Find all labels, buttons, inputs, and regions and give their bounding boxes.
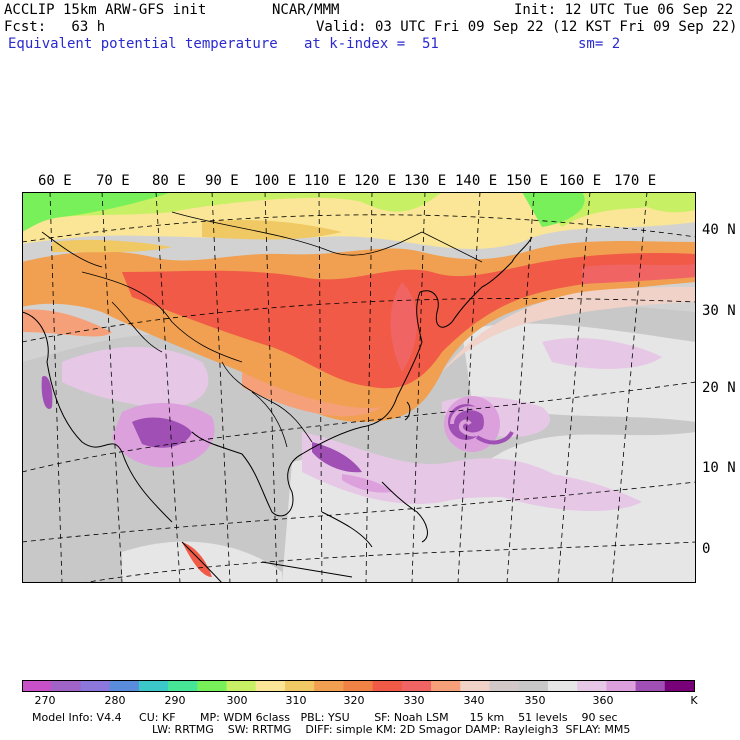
colorbar-swatch <box>547 680 578 692</box>
colorbar-label-280: 280 <box>104 694 126 707</box>
colorbar-label-300: 300 <box>226 694 248 707</box>
lon-label-70e: 70 E <box>96 173 130 189</box>
colorbar-unit: K <box>690 694 698 707</box>
colorbar-swatch <box>168 680 198 692</box>
header-forecast-hour: Fcst: 63 h <box>4 19 106 35</box>
colorbar-label-350: 350 <box>524 694 546 707</box>
typhoon-vortex <box>444 396 514 452</box>
lon-label-110e: 110 E <box>304 173 347 189</box>
lat-label-40n: 40 N <box>702 222 736 238</box>
coastlines <box>22 236 533 583</box>
colorbar-label-270: 270 <box>34 694 56 707</box>
header-model-title: ACCLIP 15km ARW-GFS init <box>4 2 207 18</box>
colorbar-swatch <box>284 680 315 692</box>
colorbar-label-290: 290 <box>164 694 186 707</box>
lat-label-0: 0 <box>702 541 711 557</box>
header-level: at k-index = 51 <box>304 36 439 52</box>
colorbar-swatch <box>197 680 228 692</box>
colorbar-swatch <box>80 680 111 692</box>
colorbar-swatch <box>22 680 52 692</box>
colorbar-swatch <box>372 680 403 692</box>
footer-physics-info: LW: RRTMG SW: RRTMG DIFF: simple KM: 2D … <box>152 723 631 736</box>
lon-label-100e: 100 E <box>254 173 297 189</box>
colorbar-swatch <box>226 680 257 692</box>
colorbar-label-340: 340 <box>463 694 485 707</box>
header-smoothing: sm= 2 <box>578 36 621 52</box>
lon-label-140e: 140 E <box>455 173 498 189</box>
colorbar-swatch <box>343 680 374 692</box>
colorbar-swatch <box>460 680 490 692</box>
colorbar-label-310: 310 <box>285 694 307 707</box>
colorbar-swatch <box>606 680 637 692</box>
colorbar-swatch <box>138 680 169 692</box>
colorbar-swatch <box>255 680 286 692</box>
theta-e-map <box>22 192 696 583</box>
colorbar <box>22 680 695 692</box>
colorbar-swatch <box>51 680 81 692</box>
header-init-time: Init: 12 UTC Tue 06 Sep 22 <box>514 2 734 18</box>
lat-label-20n: 20 N <box>702 380 736 396</box>
colorbar-swatch <box>431 680 461 692</box>
country-borders <box>41 211 483 448</box>
lon-label-120e: 120 E <box>354 173 397 189</box>
lon-label-80e: 80 E <box>152 173 186 189</box>
colorbar-label-360: 360 <box>592 694 614 707</box>
lat-label-30n: 30 N <box>702 303 736 319</box>
light-purple-region <box>62 347 209 408</box>
graticule <box>22 192 696 583</box>
colorbar-swatch <box>664 680 695 692</box>
map-frame <box>22 192 696 583</box>
bay-of-bengal-high-theta-e <box>132 417 192 448</box>
colorbar-swatch <box>401 680 432 692</box>
header-institution: NCAR/MMM <box>272 2 340 18</box>
colorbar-label-330: 330 <box>403 694 425 707</box>
header-field-name: Equivalent potential temperature <box>8 36 278 52</box>
lon-label-170e: 170 E <box>614 173 657 189</box>
lon-label-130e: 130 E <box>404 173 447 189</box>
colorbar-swatch <box>109 680 140 692</box>
footer-model-info: Model Info: V4.4 CU: KF MP: WDM 6class P… <box>32 711 618 724</box>
lon-label-150e: 150 E <box>506 173 549 189</box>
header-valid-time: Valid: 03 UTC Fri 09 Sep 22 (12 KST Fri … <box>316 19 738 35</box>
lon-label-90e: 90 E <box>205 173 239 189</box>
colorbar-swatch <box>518 680 549 692</box>
colorbar-swatch <box>577 680 607 692</box>
colorbar-swatch <box>489 680 520 692</box>
lat-label-10n: 10 N <box>702 460 736 476</box>
lon-label-160e: 160 E <box>559 173 602 189</box>
colorbar-label-320: 320 <box>343 694 365 707</box>
colorbar-swatch <box>635 680 666 692</box>
lon-label-60e: 60 E <box>38 173 72 189</box>
colorbar-swatch <box>314 680 344 692</box>
